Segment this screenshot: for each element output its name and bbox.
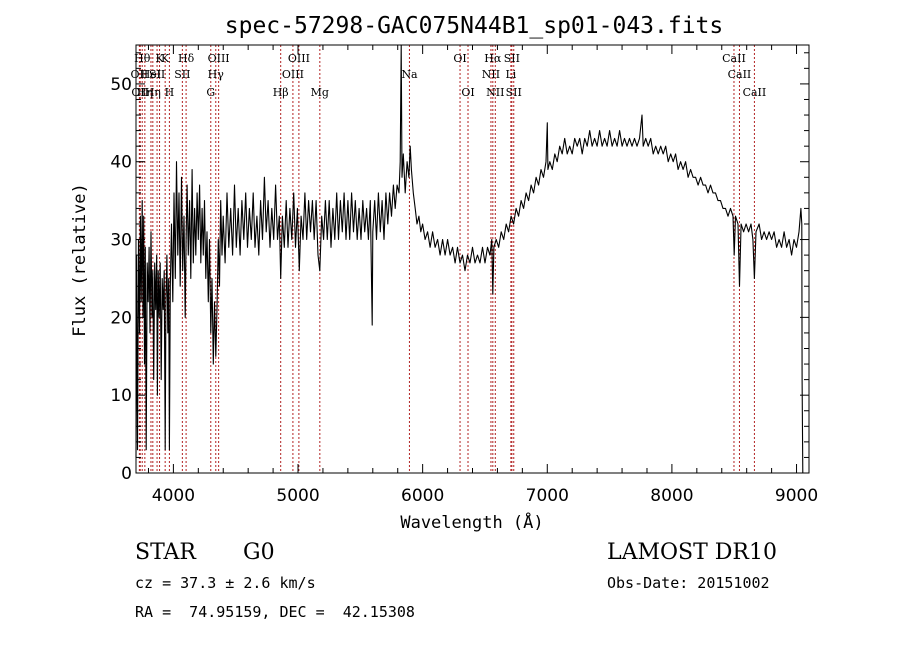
x-tick-label-8000: 8000 [650, 486, 693, 506]
line-label-10: SII [174, 68, 190, 81]
line-label-15: Hβ [273, 86, 289, 99]
y-tick-label-30: 30 [110, 231, 132, 251]
observation-date: Obs-Date: 20151002 [607, 574, 770, 592]
x-tick-label-6000: 6000 [401, 486, 444, 506]
line-label-13: Hγ [208, 68, 225, 81]
line-label-11: Hδ [178, 52, 195, 65]
line-label-2: Hθ [134, 52, 151, 65]
line-label-19: Na [401, 68, 418, 81]
line-label-6: SII [149, 68, 165, 81]
spectrum-line-0 [135, 44, 804, 474]
line-label-18: Mg [311, 86, 329, 99]
line-label-27: SII [506, 86, 522, 99]
spectral-line-markers [138, 45, 755, 473]
line-label-7: K [155, 52, 164, 65]
line-label-25: Li [505, 68, 516, 81]
line-label-12: G [206, 86, 215, 99]
line-label-20: OI [453, 52, 466, 65]
line-label-24: NII [486, 86, 504, 99]
line-label-26: SII [504, 52, 520, 65]
x-tick-label-5000: 5000 [276, 486, 319, 506]
y-tick-label-10: 10 [110, 386, 132, 406]
spectrum-series [135, 44, 804, 474]
line-label-22: NII [482, 68, 500, 81]
spectral-line-labels: OIIOIIHθHηHeIHηSIIKKHSIIHδGHγOIIIHβOIIIO… [131, 52, 767, 99]
line-label-9: H [165, 86, 175, 99]
y-tick-label-50: 50 [110, 75, 132, 95]
chart-title: spec-57298-GAC075N44B1_sp01-043.fits [225, 13, 724, 39]
y-tick-label-20: 20 [110, 308, 132, 328]
object-class: STAR [135, 540, 196, 565]
sky-coordinates: RA = 74.95159, DEC = 42.15308 [135, 603, 415, 621]
line-label-0: OII [131, 68, 149, 81]
line-label-30: CaII [743, 86, 767, 99]
line-label-17: OIII [288, 52, 310, 65]
line-label-5: Hη [145, 86, 161, 99]
y-tick-label-40: 40 [110, 153, 132, 173]
line-label-4: HeI [141, 68, 161, 81]
line-label-21: OI [461, 86, 474, 99]
y-tick-label-0: 0 [121, 464, 132, 484]
survey-release: LAMOST DR10 [607, 540, 777, 565]
line-label-3: Hη [137, 86, 153, 99]
line-label-16: OIII [282, 68, 304, 81]
line-label-28: CaII [722, 52, 746, 65]
y-axis-ticks: 0 10 20 30 40 50 [110, 52, 809, 484]
plot-frame [135, 44, 810, 474]
x-tick-label-7000: 7000 [526, 486, 569, 506]
line-label-14: OIII [208, 52, 230, 65]
x-tick-label-4000: 4000 [152, 486, 195, 506]
line-label-23: Hα [484, 52, 502, 65]
x-axis-ticks: 4000 5000 6000 7000 8000 9000 [147, 45, 818, 506]
x-tick-label-9000: 9000 [775, 486, 818, 506]
y-axis-label: Flux (relative) [70, 183, 90, 337]
object-subclass: G0 [243, 540, 275, 565]
x-axis-label: Wavelength (Å) [400, 511, 543, 533]
line-label-8: K [161, 52, 170, 65]
line-label-29: CaII [728, 68, 752, 81]
redshift-readout: cz = 37.3 ± 2.6 km/s [135, 574, 316, 592]
